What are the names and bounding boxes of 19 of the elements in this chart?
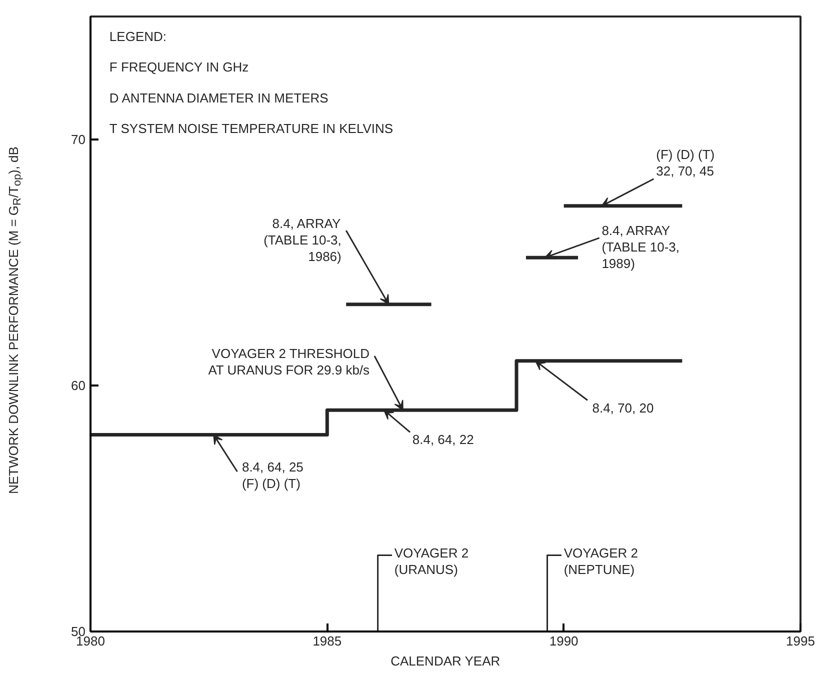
ref-line-label: VOYAGER 2 (URANUS) [394,545,469,577]
x-tick-label: 1990 [549,634,578,648]
x-axis-title: CALENDAR YEAR [390,654,500,668]
annotation: 8.4, 64, 22 [412,432,474,448]
annotation: 8.4, ARRAY (TABLE 10-3, 1989) [602,223,680,272]
annotation: 8.4, ARRAY (TABLE 10-3, 1986) [264,216,342,264]
annotation: T SYSTEM NOISE TEMPERATURE IN KELVINS [109,121,394,136]
ref-line-label: VOYAGER 2 (NEPTUNE) [564,545,638,577]
annotation: 8.4, 64, 25 (F) (D) (T) [242,459,304,491]
annotation: 8.4, 70, 20 [592,400,654,416]
y-tick-label: 60 [71,378,86,393]
annotation: (F) (D) (T) 32, 70, 45 [656,146,715,178]
annotation: F FREQUENCY IN GHz [109,60,249,75]
y-tick-label: 70 [71,132,86,147]
x-tick-label: 1985 [312,634,342,648]
annotation: LEGEND: [109,28,167,44]
x-tick-label: 1995 [786,634,815,648]
annotation: VOYAGER 2 THRESHOLD AT URANUS FOR 29.9 kb/s [208,346,370,378]
annotation: D ANTENNA DIAMETER IN METERS [109,90,329,106]
